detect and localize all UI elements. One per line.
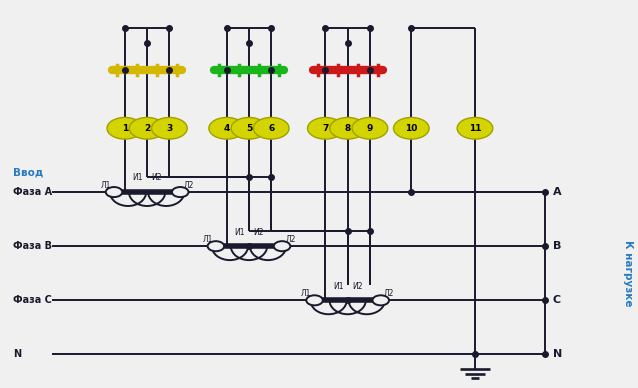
Text: 8: 8 [345, 124, 351, 133]
Text: Л2: Л2 [285, 235, 295, 244]
Circle shape [207, 241, 224, 251]
Text: 10: 10 [405, 124, 417, 133]
Circle shape [152, 118, 187, 139]
Text: B: B [553, 241, 561, 251]
Text: Л2: Л2 [384, 289, 394, 298]
Circle shape [306, 295, 323, 305]
Text: И2: И2 [151, 173, 162, 182]
Text: Фаза B: Фаза B [13, 241, 52, 251]
Text: И2: И2 [352, 282, 362, 291]
Text: И1: И1 [132, 173, 143, 182]
Text: Фаза С: Фаза С [13, 295, 52, 305]
Text: И1: И1 [234, 227, 245, 237]
Text: С: С [553, 295, 561, 305]
Circle shape [330, 118, 366, 139]
Circle shape [457, 118, 493, 139]
Circle shape [172, 187, 188, 197]
Circle shape [394, 118, 429, 139]
Circle shape [107, 118, 143, 139]
Text: Л1: Л1 [100, 181, 111, 190]
Text: 1: 1 [122, 124, 128, 133]
Text: 6: 6 [268, 124, 274, 133]
Text: 5: 5 [246, 124, 252, 133]
Text: Л1: Л1 [202, 235, 212, 244]
Text: Л1: Л1 [301, 289, 311, 298]
Circle shape [373, 295, 389, 305]
Text: Фаза А: Фаза А [13, 187, 52, 197]
Text: А: А [553, 187, 561, 197]
Text: Ввод: Ввод [13, 168, 44, 178]
Text: Л2: Л2 [183, 181, 194, 190]
Text: 2: 2 [144, 124, 150, 133]
Circle shape [231, 118, 267, 139]
Circle shape [209, 118, 244, 139]
Circle shape [130, 118, 165, 139]
Text: 3: 3 [167, 124, 172, 133]
Text: И1: И1 [333, 282, 343, 291]
Text: 11: 11 [469, 124, 481, 133]
Circle shape [274, 241, 290, 251]
Circle shape [106, 187, 122, 197]
Circle shape [352, 118, 388, 139]
Text: К нагрузке: К нагрузке [623, 240, 633, 307]
Text: 7: 7 [322, 124, 329, 133]
Circle shape [308, 118, 343, 139]
Text: N: N [553, 350, 562, 359]
Text: 4: 4 [223, 124, 230, 133]
Text: N: N [13, 350, 22, 359]
Text: И2: И2 [253, 227, 263, 237]
Text: 9: 9 [367, 124, 373, 133]
Circle shape [253, 118, 289, 139]
